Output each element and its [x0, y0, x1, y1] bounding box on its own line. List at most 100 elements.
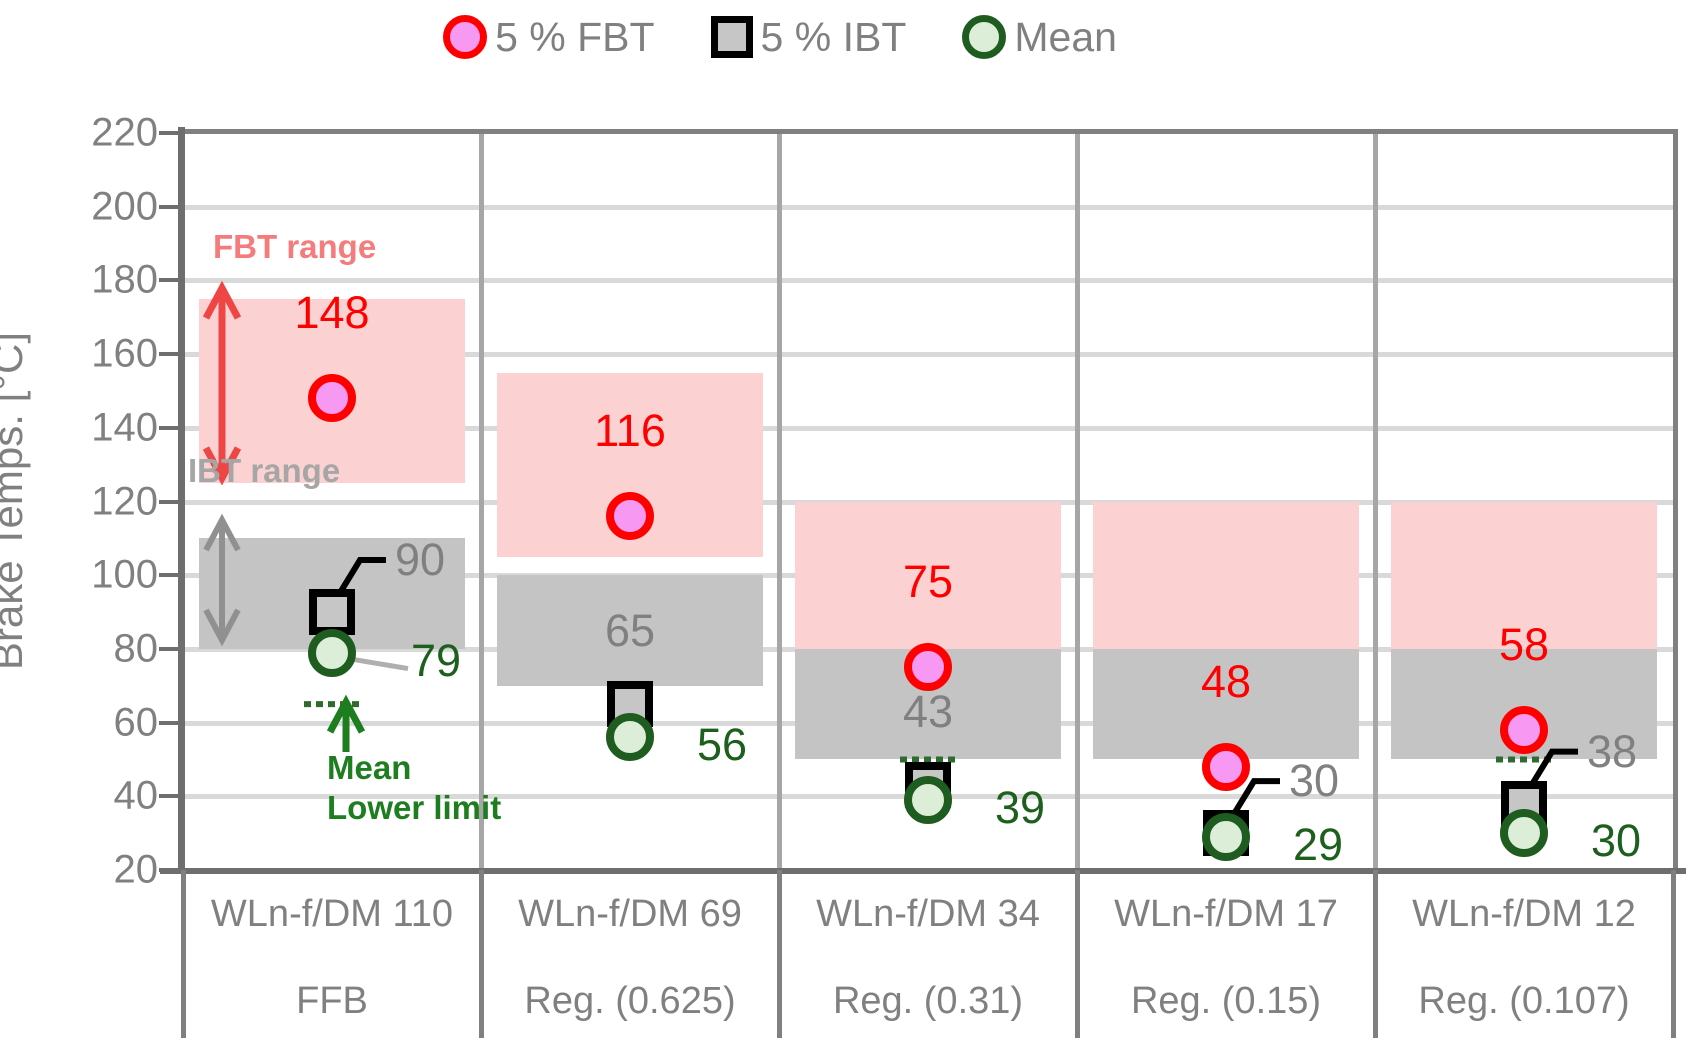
- category-label-line1: WLn-f/DM 12: [1412, 893, 1636, 935]
- ibt-square-icon: [710, 16, 753, 58]
- arrowhead: [202, 446, 242, 486]
- tick-mark: [159, 204, 183, 209]
- category-label-line1: WLn-f/DM 110: [210, 893, 454, 935]
- arrowhead: [203, 608, 241, 647]
- fbt-marker: [308, 374, 356, 423]
- tick-mark: [159, 131, 183, 135]
- ibt-value-label: 30: [1288, 755, 1340, 807]
- fbt-band: [1093, 501, 1359, 649]
- fbt-value-label: 48: [1200, 655, 1252, 707]
- legend-item-ibt-square: 5 % IBT: [710, 13, 907, 61]
- tick-label-120: 120: [91, 479, 158, 523]
- gridline-140: [183, 425, 1673, 431]
- mean-lower-limit-line2: Lower limit: [327, 789, 502, 826]
- mean-value-label: 56: [696, 719, 748, 771]
- fbt-band: [795, 501, 1061, 649]
- category-divider: [1671, 870, 1676, 1038]
- mean-value-label: 79: [410, 634, 462, 686]
- mean-marker: [308, 628, 356, 677]
- category-label-line2: Reg. (0.31): [832, 980, 1024, 1022]
- legend-label: 5 % IBT: [760, 13, 907, 60]
- tick-mark: [159, 425, 183, 430]
- tick-label-220: 220: [91, 110, 158, 155]
- fbt-marker: [1500, 705, 1548, 754]
- tick-mark: [159, 794, 183, 799]
- gridline-180: [183, 278, 1673, 284]
- fbt-value-label: 116: [594, 405, 666, 457]
- category-divider: [1373, 870, 1378, 1038]
- category-label-line1: WLn-f/DM 69: [518, 893, 742, 935]
- column-divider: [479, 133, 484, 870]
- chart-legend: 5 % FBT 5 % IBT Mean: [0, 6, 1560, 68]
- fbt-range-annotation: FBT range: [213, 228, 377, 265]
- tick-label-180: 180: [91, 257, 158, 302]
- category-label-line2: Reg. (0.625): [524, 980, 736, 1022]
- mean-value-label: 29: [1292, 818, 1344, 870]
- category-divider: [181, 870, 186, 1038]
- legend-item-fbt-circle: 5 % FBT: [443, 13, 655, 61]
- mean-marker: [904, 775, 952, 824]
- mean-lower-limit-line1: Mean: [327, 749, 412, 786]
- tick-label-40: 40: [113, 773, 159, 818]
- fbt-value-label: 148: [294, 287, 370, 339]
- mean-marker: [1202, 812, 1250, 861]
- category-label-line2: FFB: [296, 980, 368, 1022]
- category-divider: [479, 870, 484, 1038]
- fbt-value-label: 58: [1498, 618, 1550, 670]
- category-divider: [777, 870, 782, 1038]
- tick-label-160: 160: [91, 331, 158, 376]
- tick-label-80: 80: [113, 626, 159, 671]
- mean-marker: [1500, 809, 1548, 858]
- ibt-band: [1093, 648, 1359, 760]
- ibt-value-label: 38: [1586, 725, 1638, 777]
- arrowhead: [203, 513, 241, 552]
- ibt-value-label: 43: [902, 686, 954, 738]
- column-divider: [1373, 133, 1378, 870]
- ibt-range-annotation: IBT range: [188, 452, 341, 489]
- plot-border-top: [183, 129, 1677, 134]
- ibt-label-leader: [1527, 748, 1578, 790]
- tick-mark: [159, 278, 183, 283]
- tick-mark: [159, 573, 183, 578]
- category-divider: [1075, 870, 1080, 1038]
- ibt-value-label: 90: [394, 534, 446, 586]
- mean-value-label: 30: [1590, 815, 1642, 867]
- tick-label-200: 200: [91, 184, 158, 229]
- gridline-160: [183, 352, 1673, 358]
- mean-label-leader: [347, 656, 409, 672]
- fbt-marker: [904, 643, 952, 692]
- tick-label-140: 140: [91, 405, 158, 450]
- tick-mark: [159, 499, 183, 504]
- mean-lower-limit-annotation: Mean Lower limit: [327, 748, 501, 828]
- tick-label-20: 20: [113, 847, 159, 892]
- gridline-200: [183, 204, 1673, 210]
- mean-marker: [606, 713, 654, 762]
- category-label-line1: WLn-f/DM 34: [816, 893, 1040, 935]
- y-axis-line: [178, 127, 185, 872]
- fbt-circle-icon: [443, 15, 488, 59]
- legend-item-mean-circle: Mean: [962, 14, 1117, 61]
- legend-label: Mean: [1014, 13, 1117, 60]
- mean-value-label: 39: [994, 781, 1046, 833]
- ibt-label-leader: [335, 557, 386, 598]
- tick-mark: [159, 646, 183, 651]
- fbt-value-label: 75: [902, 556, 954, 608]
- tick-label-60: 60: [113, 700, 159, 745]
- ibt-value-label: 65: [604, 605, 656, 657]
- column-divider: [1075, 133, 1080, 870]
- ibt-label-leader: [1229, 778, 1280, 819]
- tick-mark: [159, 720, 183, 725]
- tick-label-100: 100: [91, 552, 158, 597]
- legend-label: 5 % FBT: [495, 13, 655, 60]
- ibt-band: [497, 575, 763, 686]
- category-label-line2: Reg. (0.107): [1418, 980, 1630, 1022]
- tick-mark: [159, 352, 183, 357]
- x-axis-line: [160, 868, 1686, 874]
- category-label-line1: WLn-f/DM 17: [1114, 893, 1338, 935]
- fbt-band: [1391, 501, 1657, 649]
- column-divider: [777, 133, 782, 870]
- arrowhead: [202, 280, 242, 320]
- arrowhead: [326, 694, 366, 734]
